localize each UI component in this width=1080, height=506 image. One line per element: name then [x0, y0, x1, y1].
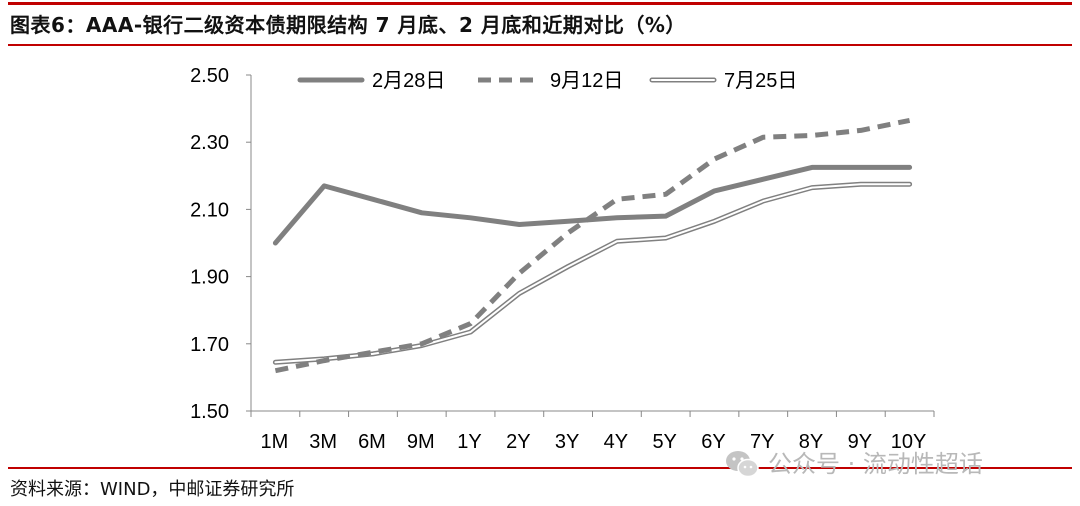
y-tick-label: 2.50 [190, 65, 229, 87]
x-tick-label: 7Y [750, 431, 774, 453]
x-tick-label: 8Y [799, 431, 823, 453]
y-tick-label: 1.50 [190, 401, 229, 423]
y-tick-label: 1.90 [190, 267, 229, 289]
x-tick-label: 3Y [555, 431, 579, 453]
source-rule [8, 467, 1072, 469]
title-rule [8, 44, 1072, 46]
x-tick-label: 3M [309, 431, 337, 453]
x-tick-label: 9Y [848, 431, 872, 453]
x-tick-label: 6M [358, 431, 386, 453]
series-line-2 [272, 181, 913, 365]
x-tick-label: 9M [407, 431, 435, 453]
source-note: 资料来源：WIND，中邮证券研究所 [10, 479, 295, 500]
line-chart: 1.50 1.70 1.90 2.10 2.30 2.50 1M 3M 6M 9M 1Y 2Y 3Y 4Y… [190, 65, 935, 453]
x-tick-label: 1M [260, 431, 288, 453]
wechat-icon [726, 451, 759, 478]
watermark-text: 公众号 · 流动性超话 [768, 450, 983, 478]
top-rule [8, 2, 1072, 5]
x-tick-label: 10Y [891, 431, 927, 453]
chart-series [272, 117, 913, 374]
y-tick-label: 2.10 [190, 199, 229, 221]
x-tick-label: 6Y [701, 431, 725, 453]
chart-axes: 1.50 1.70 1.90 2.10 2.30 2.50 1M 3M 6M 9M 1Y 2Y 3Y 4Y… [190, 65, 935, 453]
chart-legend: 2月28日 9月12日 7月25日 [297, 70, 797, 92]
legend-label-0: 2月28日 [372, 70, 445, 92]
x-tick-label: 5Y [652, 431, 676, 453]
legend-item-2: 7月25日 [649, 70, 797, 92]
series-line-0 [272, 164, 913, 246]
legend-item-0: 2月28日 [297, 70, 445, 92]
legend-label-2: 7月25日 [724, 70, 797, 92]
watermark: 公众号 · 流动性超话 [724, 444, 983, 484]
series-line-2-inner [274, 183, 911, 364]
legend-label-1: 9月12日 [550, 70, 623, 92]
x-tick-label: 1Y [457, 431, 481, 453]
legend-item-1: 9月12日 [478, 70, 623, 92]
x-tick-label: 2Y [506, 431, 530, 453]
y-tick-label: 1.70 [190, 334, 229, 356]
x-tick-label: 4Y [604, 431, 628, 453]
series-line-1 [274, 117, 911, 374]
figure-title: 图表6：AAA-银行二级资本债期限结构 7 月底、2 月底和近期对比（%） [10, 13, 686, 37]
y-tick-label: 2.30 [190, 132, 229, 154]
